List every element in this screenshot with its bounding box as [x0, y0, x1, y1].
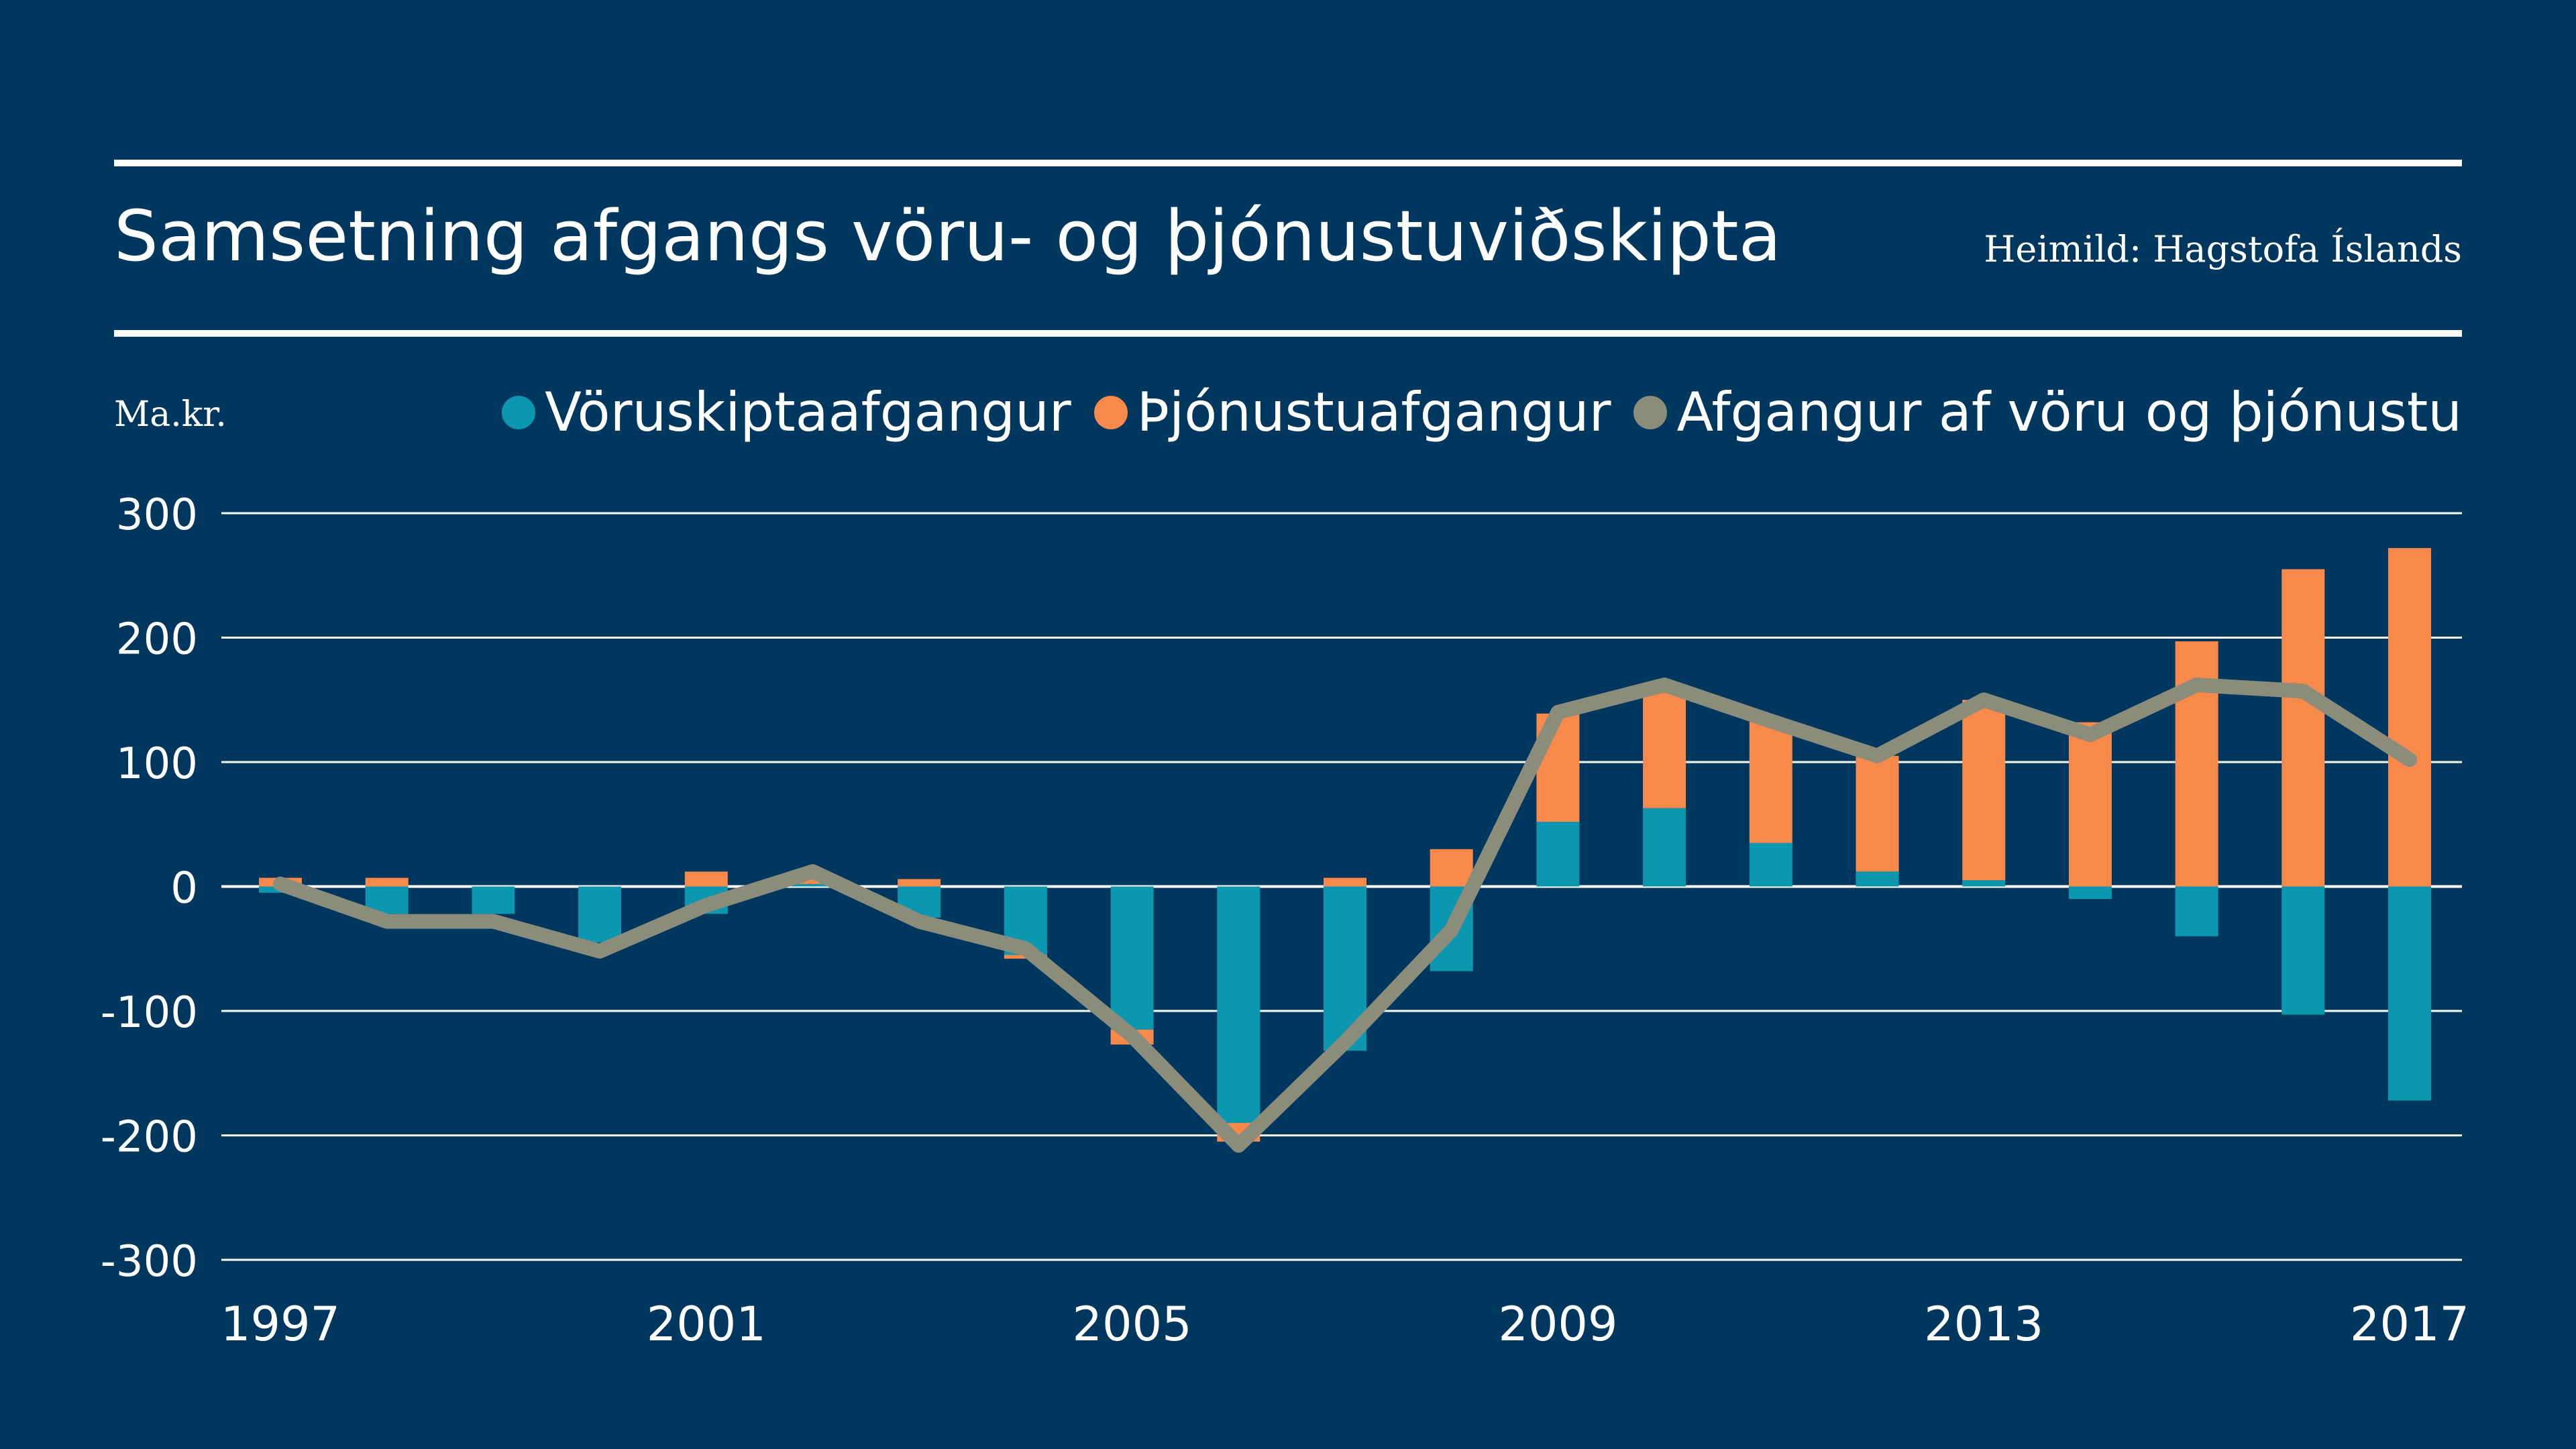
legend-label-goods: Vöruskiptaafgangur [545, 381, 1071, 443]
y-tick-label: 200 [116, 615, 198, 665]
bar-goods-2013 [1962, 880, 2006, 887]
bar-goods-2006 [1217, 886, 1260, 1123]
bar-goods-2011 [1749, 843, 1792, 887]
y-tick-label: 100 [116, 739, 198, 789]
top-rule [114, 160, 2462, 166]
bar-goods-2005 [1110, 886, 1154, 1030]
bar-services-2002 [791, 877, 835, 884]
bar-goods-2016 [2282, 886, 2325, 1015]
y-tick-label: 300 [116, 490, 198, 540]
legend-swatch-goods [502, 395, 536, 429]
x-tick-label: 2009 [1498, 1297, 1617, 1352]
bar-services-2013 [1962, 700, 2006, 881]
bar-goods-2014 [2068, 886, 2112, 900]
y-axis-unit: Ma.kr. [114, 394, 227, 435]
x-tick-label: 1997 [221, 1297, 340, 1352]
y-tick-label: -300 [101, 1237, 198, 1287]
x-tick-label: 2001 [647, 1297, 766, 1352]
source-note: Heimild: Hagstofa Íslands [1984, 228, 2462, 270]
bar-services-2016 [2282, 569, 2325, 887]
bar-services-2003 [898, 879, 941, 887]
chart-title: Samsetning afgangs vöru- og þjónustuviðs… [114, 195, 1782, 277]
legend-label-total: Afgangur af vöru og þjónustu [1676, 381, 2462, 443]
bar-goods-2015 [2175, 886, 2218, 936]
legend-item-goods: Vöruskiptaafgangur [502, 381, 1071, 443]
legend-swatch-services [1093, 395, 1128, 429]
legend-label-services: Þjónustuafgangur [1136, 381, 1611, 443]
legend: Vöruskiptaafgangur Þjónustuafgangur Afga… [502, 381, 2462, 443]
bar-services-2001 [684, 871, 728, 887]
y-tick-label: 0 [170, 864, 198, 914]
bar-goods-2009 [1536, 822, 1580, 887]
bar-goods-2002 [791, 883, 835, 887]
bar-services-2008 [1430, 849, 1473, 887]
bottom-rule [114, 330, 2462, 337]
bar-goods-2010 [1643, 808, 1686, 887]
y-tick-label: -100 [101, 988, 198, 1038]
bar-goods-2017 [2388, 886, 2431, 1101]
bar-services-2011 [1749, 720, 1792, 843]
bar-goods-1999 [472, 886, 515, 914]
y-tick-label: -200 [101, 1113, 198, 1163]
legend-swatch-total [1633, 395, 1668, 429]
bar-services-2010 [1643, 687, 1686, 808]
x-tick-label: 2005 [1073, 1297, 1192, 1352]
legend-item-total: Afgangur af vöru og þjónustu [1633, 381, 2462, 443]
line-total [273, 677, 2417, 1153]
bar-services-2017 [2388, 547, 2431, 887]
x-tick-label: 2013 [1924, 1297, 2043, 1352]
bar-services-2007 [1324, 877, 1366, 887]
bar-services-1998 [365, 877, 409, 887]
legend-item-services: Þjónustuafgangur [1093, 381, 1611, 443]
bar-goods-2012 [1856, 871, 1899, 887]
x-tick-label: 2017 [2350, 1297, 2469, 1352]
bar-services-2014 [2068, 722, 2112, 887]
bar-goods-2000 [578, 886, 622, 943]
bar-services-2012 [1856, 755, 1899, 872]
